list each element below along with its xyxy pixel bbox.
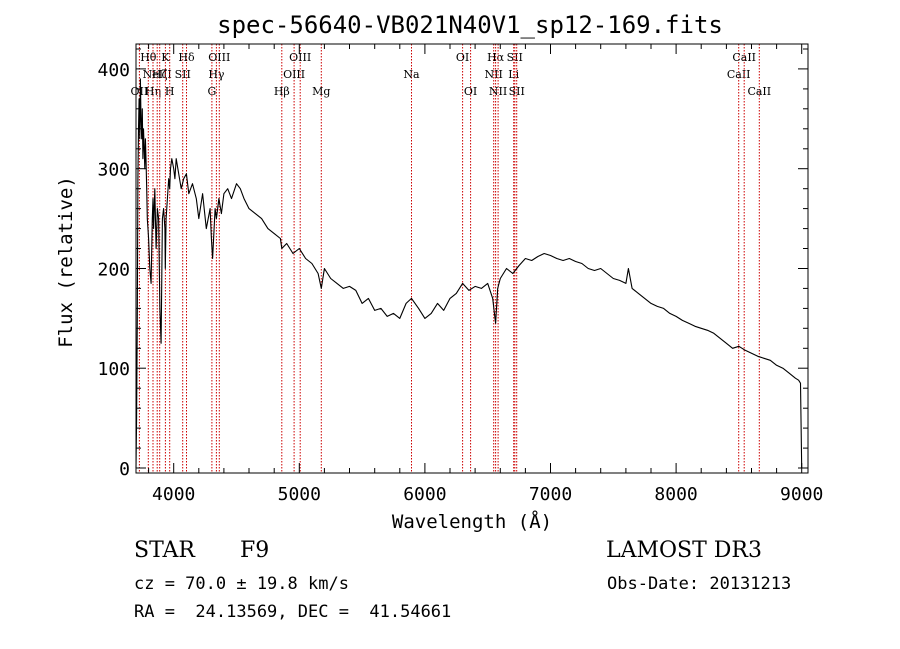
line-marker-label: Na <box>403 68 420 81</box>
line-marker-label: Hζ <box>152 68 168 81</box>
y-tick-label: 0 <box>119 459 130 480</box>
line-marker-label: Li <box>508 68 519 81</box>
line-marker-label: OIII <box>289 51 311 64</box>
line-marker-label: SII <box>175 68 191 81</box>
x-axis-label: Wavelength (Å) <box>392 510 552 533</box>
line-marker-label: OI <box>464 85 477 98</box>
line-marker-label: G <box>208 85 217 98</box>
survey-name: LAMOST DR3 <box>606 538 762 563</box>
y-tick-label: 300 <box>97 160 130 181</box>
line-marker-label: Hη <box>145 85 161 98</box>
line-marker-label: CaII <box>727 68 751 81</box>
y-tick-label: 400 <box>97 60 130 81</box>
line-marker-label: OIII <box>208 51 230 64</box>
line-marker-label: OI <box>456 51 469 64</box>
line-marker-label: Mg <box>312 85 330 98</box>
line-marker-label: SII <box>507 51 523 64</box>
x-tick-label: 7000 <box>529 484 572 505</box>
x-tick-label: 8000 <box>654 484 697 505</box>
x-tick-label: 9000 <box>780 484 823 505</box>
line-marker-label: CaII <box>732 51 756 64</box>
line-marker-label: CaII <box>747 85 771 98</box>
observation-date: Obs-Date: 20131213 <box>607 574 792 594</box>
line-marker-label: H <box>165 85 175 98</box>
redshift-cz: cz = 70.0 ± 19.8 km/s <box>134 574 349 594</box>
x-tick-label: 6000 <box>403 484 446 505</box>
y-axis-ticks: 0 100 200 300 400 <box>97 48 808 480</box>
x-tick-label: 5000 <box>278 484 321 505</box>
line-marker-label: Hθ <box>140 51 157 64</box>
object-class: STAR <box>134 538 195 563</box>
line-marker-label: NII <box>489 85 507 98</box>
y-tick-label: 100 <box>97 359 130 380</box>
x-axis-ticks: 4000 5000 6000 7000 8000 9000 <box>148 44 823 505</box>
coordinates: RA = 24.13569, DEC = 41.54661 <box>134 602 452 622</box>
spectrum-series <box>135 78 803 469</box>
spectrum-chart: spec-56640-VB021N40V1_sp12-169.fits OIIH… <box>55 11 823 533</box>
plot-frame <box>135 43 809 474</box>
line-marker-label: Hα <box>487 51 505 64</box>
line-marker-label: Hβ <box>274 85 290 98</box>
line-marker-label: NeIII <box>143 68 172 81</box>
line-marker-label: NII <box>485 68 503 81</box>
line-marker-label: Hγ <box>208 68 225 81</box>
line-marker-label: K <box>161 51 170 64</box>
y-axis-label: Flux (relative) <box>55 176 77 348</box>
line-marker-label: SII <box>509 85 525 98</box>
line-marker-label: OII <box>131 85 149 98</box>
line-marker-label: OIII <box>283 68 305 81</box>
spectral-line-markers: OIIHθHηNeIIIHζKHSIIHδGHγOIIIHβOIIIOIIIMg… <box>131 44 771 473</box>
x-tick-label: 4000 <box>152 484 195 505</box>
y-tick-label: 200 <box>97 260 130 281</box>
object-subclass: F9 <box>240 538 270 563</box>
series-line-spectrum <box>135 78 803 469</box>
line-marker-label: Hδ <box>178 51 195 64</box>
chart-title: spec-56640-VB021N40V1_sp12-169.fits <box>217 11 723 39</box>
